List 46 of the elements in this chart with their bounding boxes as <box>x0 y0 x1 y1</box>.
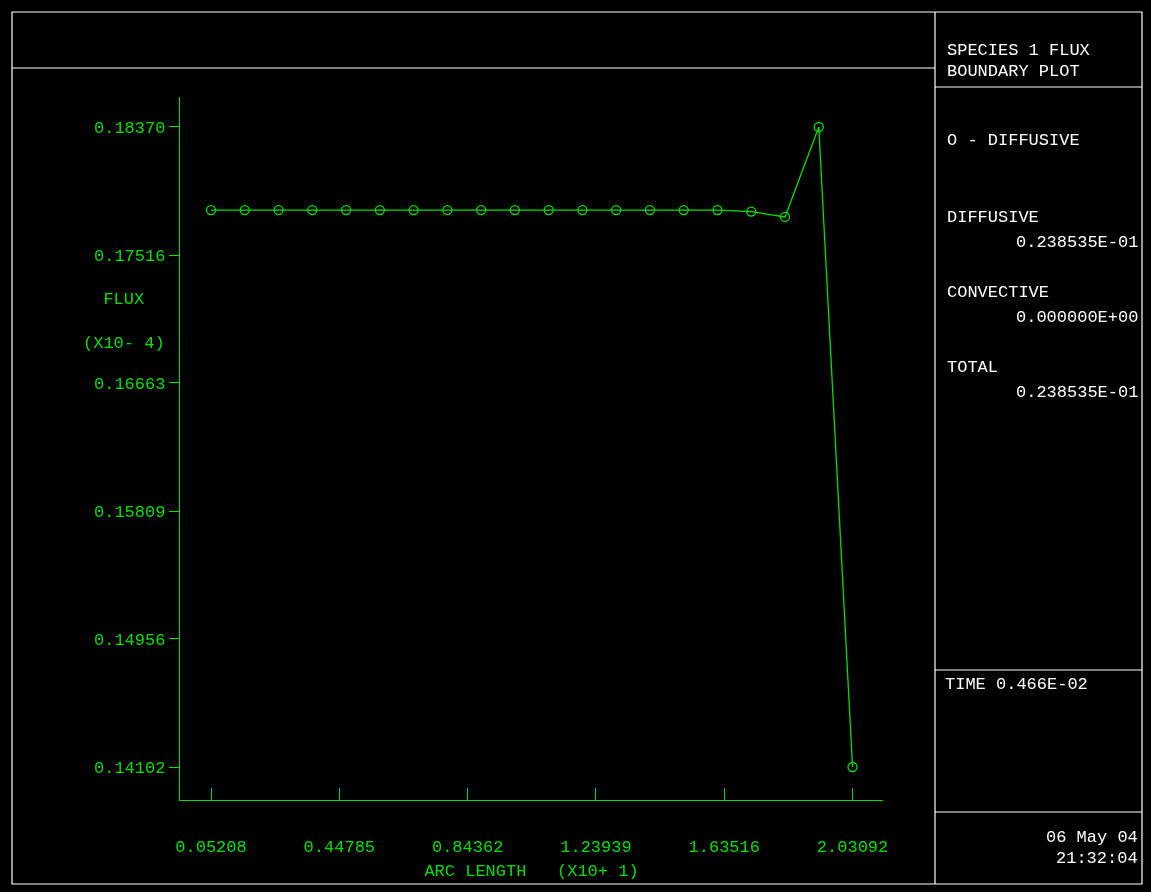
y-tick-label: 0.16663 <box>94 374 166 394</box>
point <box>475 204 487 216</box>
text: DIFFUSIVE <box>947 208 1039 227</box>
text: O - DIFFUSIVE <box>947 131 1080 150</box>
x-tick-label: 0.84362 <box>431 837 504 857</box>
point <box>543 204 554 216</box>
point <box>577 204 588 216</box>
point <box>307 204 318 216</box>
text: BOUNDARY PLOT <box>947 62 1080 81</box>
point <box>374 204 385 216</box>
point <box>340 204 352 216</box>
point <box>678 204 689 216</box>
point <box>611 204 622 216</box>
y-tick-label: 0.14956 <box>94 630 166 650</box>
text: 0.000000E+00 <box>1016 308 1139 327</box>
y-tick-label: 0.17516 <box>94 247 166 267</box>
x-tick-label: 1.23939 <box>560 837 632 857</box>
point <box>847 761 858 773</box>
text: 0.238535E-01 <box>1016 233 1139 252</box>
text: TIME 0.466E-02 <box>945 675 1088 694</box>
y-tick-label: 0.14102 <box>94 758 166 778</box>
point <box>813 121 824 133</box>
x-axis-title: ARC LENGTH (X10+ 1) <box>424 861 639 881</box>
point <box>779 211 791 223</box>
point <box>273 204 284 216</box>
y-tick-label: 0.15809 <box>94 502 166 522</box>
y-tick-label: 0.18370 <box>94 118 166 138</box>
point <box>408 204 419 216</box>
point <box>746 206 757 217</box>
text: 21:32:04 <box>1056 849 1138 868</box>
x-tick-label: 1.63516 <box>688 837 760 857</box>
text: TOTAL <box>947 358 999 377</box>
point <box>644 204 656 216</box>
text: 0.238535E-01 <box>1016 383 1139 402</box>
point <box>442 204 453 216</box>
text: FLUX (X10- 4) <box>83 290 165 354</box>
point <box>712 204 723 216</box>
text: 06 May 04 <box>1046 828 1138 847</box>
x-tick-label: 0.05208 <box>175 837 247 857</box>
point <box>205 204 217 216</box>
point <box>509 204 521 216</box>
text: SPECIES 1 FLUX <box>947 41 1090 60</box>
x-tick-label: 2.03092 <box>816 837 889 857</box>
point <box>239 204 250 216</box>
x-tick-label: 0.44785 <box>303 837 376 857</box>
text: CONVECTIVE <box>947 283 1050 302</box>
